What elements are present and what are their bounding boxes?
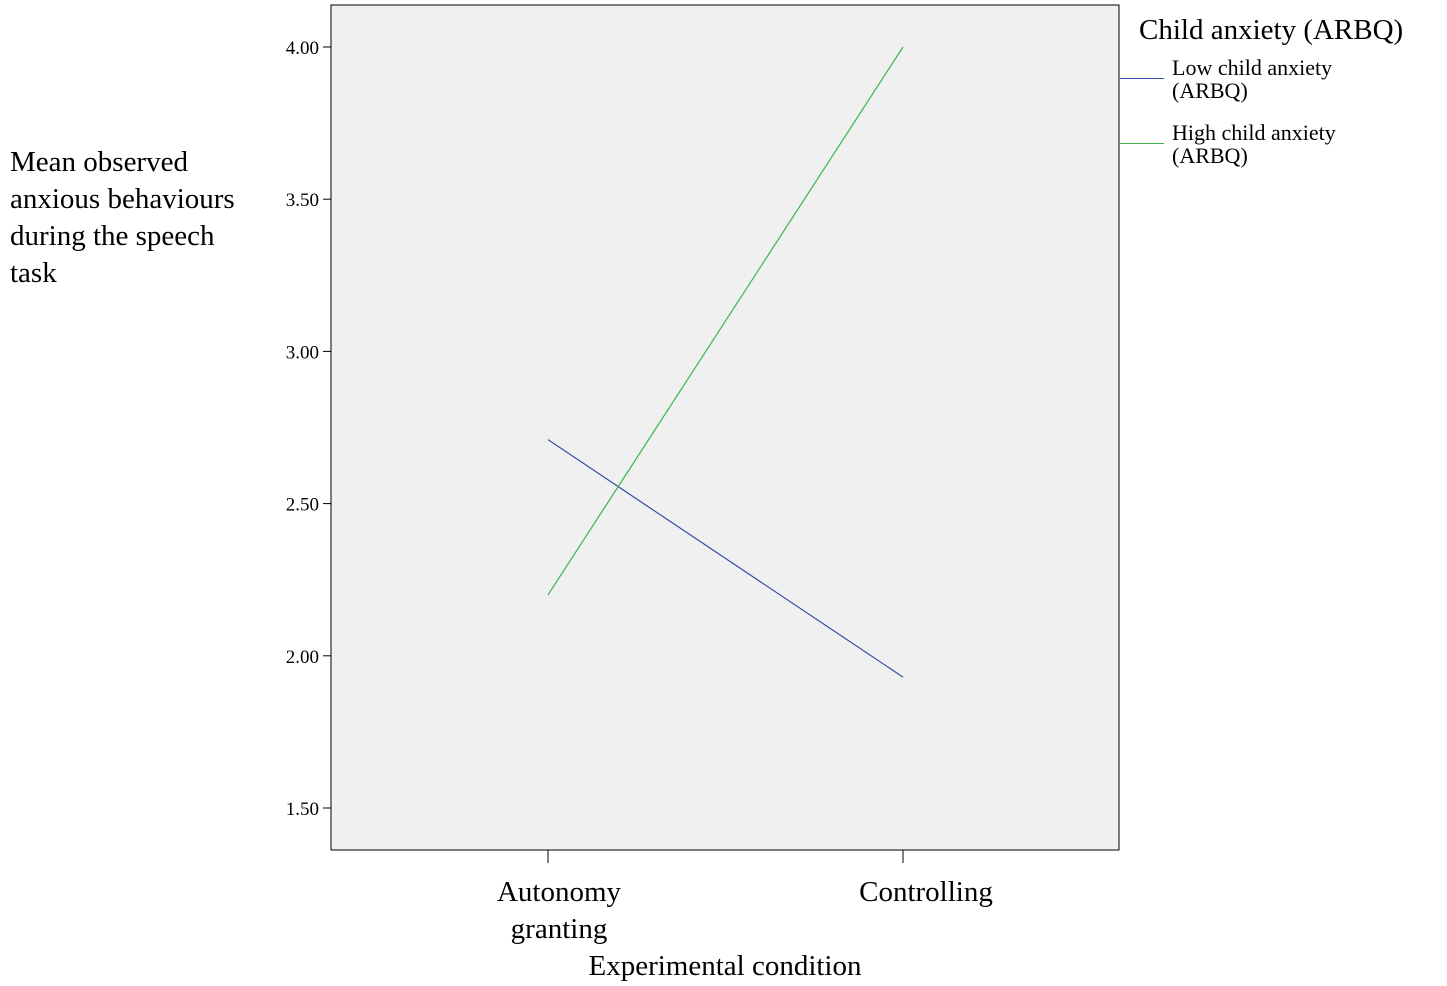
x-axis-label: Experimental condition xyxy=(588,950,862,982)
legend-label-line: (ARBQ) xyxy=(1172,78,1248,103)
legend-swatch-low xyxy=(1120,78,1164,79)
x-tick-label: granting xyxy=(511,913,608,945)
y-tick-label: 2.00 xyxy=(286,647,319,668)
series-lines xyxy=(547,46,904,678)
y-axis-label-line: Mean observed xyxy=(10,146,188,178)
legend-label-low: Low child anxiety (ARBQ) xyxy=(1172,56,1332,102)
y-tick-label: 3.50 xyxy=(286,190,319,211)
x-tick-label: Controlling xyxy=(859,876,993,908)
legend-label-line: High child anxiety xyxy=(1172,120,1336,145)
series-line-high xyxy=(547,46,904,596)
legend-swatch-high xyxy=(1120,143,1164,144)
plot-area xyxy=(330,4,1120,851)
y-axis: 1.50 2.00 2.50 3.00 3.50 4.00 xyxy=(286,38,331,820)
legend-label-line: Low child anxiety xyxy=(1172,55,1333,80)
legend-title: Child anxiety (ARBQ) xyxy=(1139,14,1404,46)
series-line-low xyxy=(547,439,904,678)
x-tick-label: Autonomy xyxy=(497,876,622,908)
y-axis-label-line: task xyxy=(10,257,57,289)
x-axis: Autonomy granting Controlling xyxy=(497,850,993,945)
legend-label-high: High child anxiety (ARBQ) xyxy=(1172,121,1336,167)
y-tick-label: 2.50 xyxy=(286,495,319,516)
y-tick-label: 3.00 xyxy=(286,342,319,363)
y-tick-label: 4.00 xyxy=(286,38,319,59)
y-axis-label: Mean observed anxious behaviours during … xyxy=(10,144,270,292)
y-axis-label-line: during the speech xyxy=(10,220,215,252)
legend-label-line: (ARBQ) xyxy=(1172,143,1248,168)
y-axis-label-line: anxious behaviours xyxy=(10,183,235,215)
y-tick-label: 1.50 xyxy=(286,799,319,820)
